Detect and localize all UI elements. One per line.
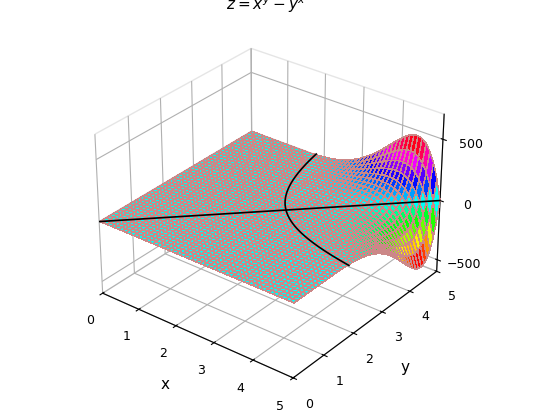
Title: $z = x^y - y^x$: $z = x^y - y^x$ [226,0,306,15]
Y-axis label: y: y [401,360,410,375]
X-axis label: x: x [161,377,170,392]
